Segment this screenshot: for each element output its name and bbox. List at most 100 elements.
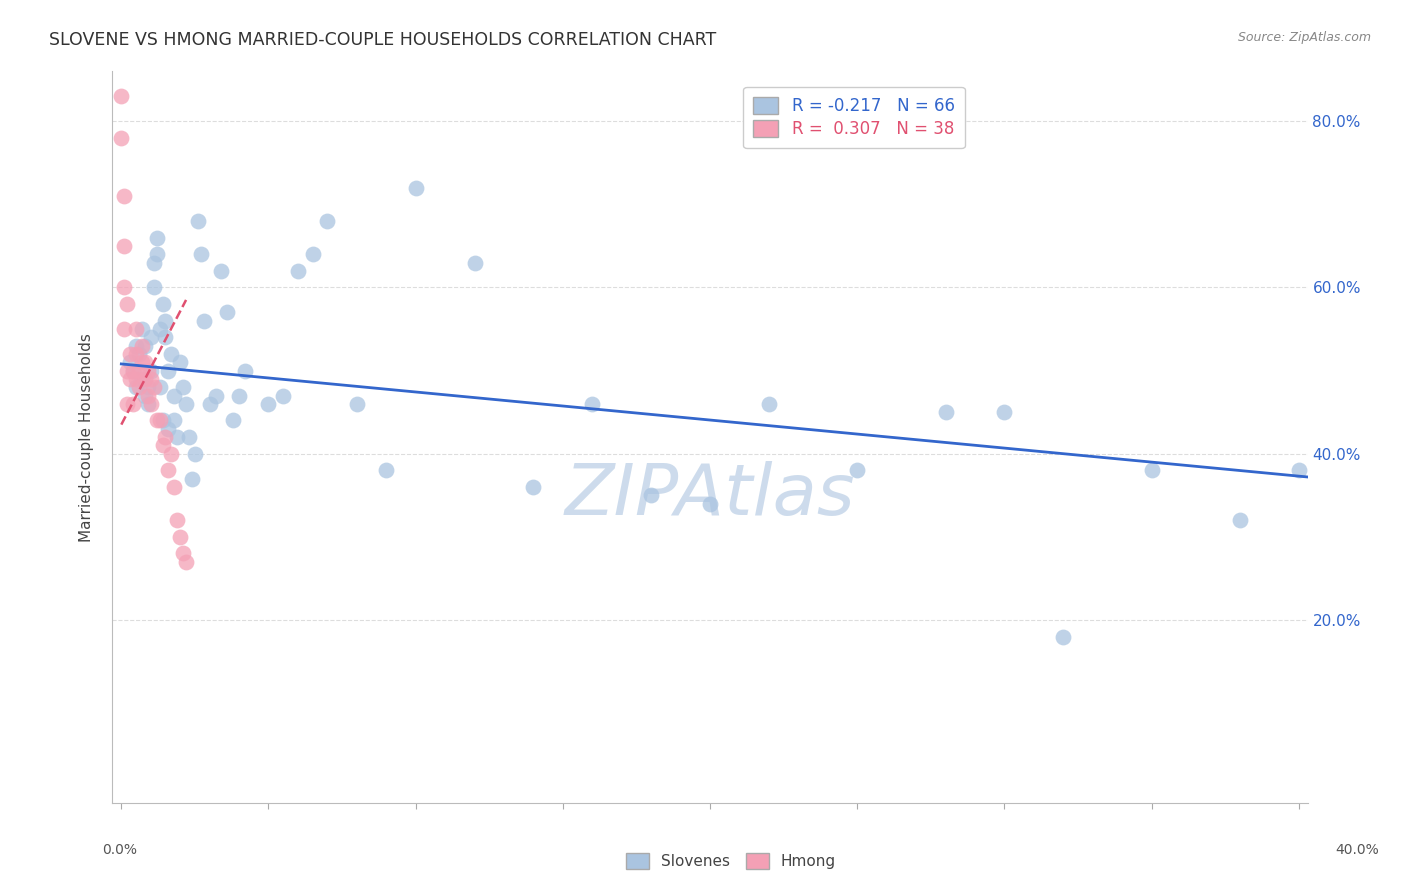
Legend: Slovenes, Hmong: Slovenes, Hmong [620,847,842,875]
Point [115,297,138,311]
Point [139,363,162,377]
Point [177,430,200,444]
Point [184,447,207,461]
Point [155,314,177,328]
Point [152,438,174,452]
Point [128,347,150,361]
Point [640,488,662,502]
Point [1288,463,1310,477]
Point [169,355,191,369]
Point [128,363,150,377]
Point [131,338,153,352]
Point [125,380,148,394]
Point [145,230,167,244]
Point [148,413,170,427]
Point [172,380,194,394]
Point [131,355,153,369]
Point [217,305,239,319]
Point [155,430,177,444]
Point [758,397,780,411]
Point [169,530,191,544]
Point [1140,463,1163,477]
Point [699,497,721,511]
Point [174,555,197,569]
Text: 40.0%: 40.0% [1334,843,1379,857]
Point [110,131,132,145]
Point [131,322,153,336]
Point [139,330,162,344]
Point [112,322,135,336]
Point [134,372,156,386]
Point [139,372,162,386]
Point [157,363,180,377]
Text: ZIPAtlas: ZIPAtlas [565,461,855,530]
Point [166,513,188,527]
Point [148,380,170,394]
Point [209,264,232,278]
Point [198,397,221,411]
Point [112,189,135,203]
Legend: R = -0.217   N = 66, R =  0.307   N = 38: R = -0.217 N = 66, R = 0.307 N = 38 [744,87,965,148]
Point [112,239,135,253]
Point [163,388,186,402]
Point [522,480,544,494]
Point [464,255,486,269]
Point [160,347,183,361]
Point [163,480,186,494]
Point [172,546,194,560]
Point [181,472,204,486]
Point [115,363,138,377]
Point [125,372,148,386]
Point [136,380,159,394]
Point [233,363,256,377]
Point [934,405,956,419]
Point [145,413,167,427]
Point [125,322,148,336]
Point [155,330,177,344]
Point [136,363,159,377]
Point [257,397,280,411]
Point [271,388,294,402]
Point [187,214,209,228]
Point [139,397,162,411]
Point [120,347,142,361]
Point [134,355,156,369]
Point [145,247,167,261]
Point [346,397,368,411]
Point [301,247,323,261]
Point [163,413,186,427]
Point [405,180,427,194]
Point [134,388,156,402]
Text: SLOVENE VS HMONG MARRIED-COUPLE HOUSEHOLDS CORRELATION CHART: SLOVENE VS HMONG MARRIED-COUPLE HOUSEHOL… [49,31,717,49]
Point [142,280,165,294]
Point [134,338,156,352]
Point [136,388,159,402]
Y-axis label: Married-couple Households: Married-couple Households [79,333,94,541]
Point [1052,630,1074,644]
Point [166,430,188,444]
Point [120,372,142,386]
Point [125,347,148,361]
Point [193,314,215,328]
Point [122,397,145,411]
Point [581,397,603,411]
Point [287,264,309,278]
Point [157,422,180,436]
Point [160,447,183,461]
Point [204,388,226,402]
Text: 0.0%: 0.0% [103,843,136,857]
Text: Source: ZipAtlas.com: Source: ZipAtlas.com [1237,31,1371,45]
Point [375,463,398,477]
Point [1229,513,1251,527]
Point [112,280,135,294]
Point [136,397,159,411]
Point [157,463,180,477]
Point [115,397,138,411]
Point [148,322,170,336]
Point [222,413,245,427]
Point [152,413,174,427]
Point [993,405,1015,419]
Point [110,89,132,103]
Point [120,355,142,369]
Point [131,372,153,386]
